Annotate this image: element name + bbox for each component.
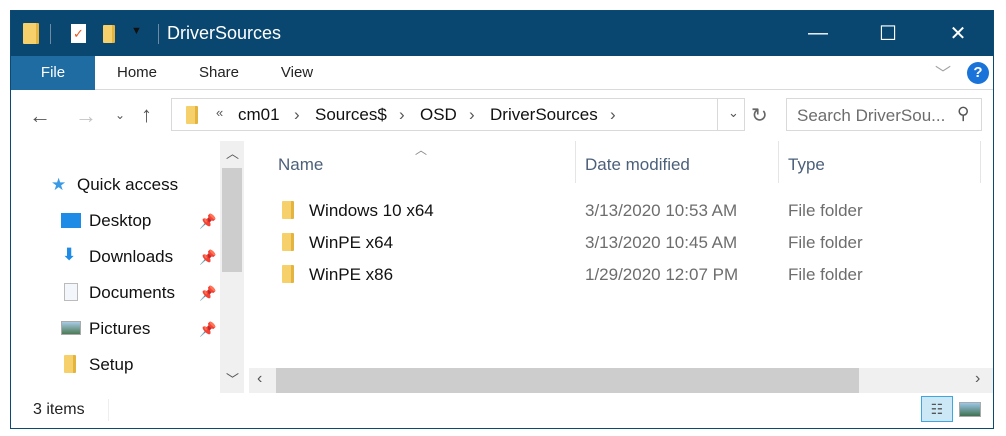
file-name[interactable]: WinPE x86 <box>309 265 394 284</box>
file-name[interactable]: WinPE x64 <box>309 233 394 252</box>
refresh-icon[interactable]: ↻ <box>751 105 768 127</box>
search-box[interactable]: Search DriverSou... ⚲ <box>786 98 982 131</box>
folder-icon <box>186 106 198 124</box>
divider <box>108 399 109 421</box>
address-bar[interactable]: « cm01 › Sources$ › OSD › DriverSources … <box>171 98 745 131</box>
file-name[interactable]: Windows 10 x64 <box>309 201 434 220</box>
properties-icon[interactable]: ✓ <box>71 24 86 43</box>
address-dropdown-icon[interactable]: ⌄ <box>728 105 739 120</box>
window-title: DriverSources <box>167 23 282 43</box>
back-button[interactable]: ← <box>29 103 51 128</box>
crumb[interactable]: OSD <box>420 105 457 124</box>
scroll-left-icon[interactable]: ‹ <box>257 370 263 387</box>
sort-ascending-icon: ︿ <box>415 143 428 157</box>
recent-locations-icon[interactable]: ⌄ <box>115 108 126 122</box>
star-icon: ★ <box>51 175 67 194</box>
nav-setup[interactable]: Setup <box>89 355 134 374</box>
navigation-pane: ★ Quick access Desktop 📌 ⬇ Downloads 📌 D… <box>11 141 246 393</box>
pictures-icon <box>61 321 81 335</box>
maximize-button[interactable]: ☐ <box>879 23 897 45</box>
divider <box>158 24 159 44</box>
nav-desktop[interactable]: Desktop <box>89 211 152 230</box>
file-type: File folder <box>788 233 863 252</box>
desktop-icon <box>61 213 81 228</box>
new-folder-icon[interactable] <box>103 25 115 43</box>
search-input[interactable]: Search DriverSou... <box>797 106 946 125</box>
pin-icon[interactable]: 📌 <box>199 321 217 337</box>
scroll-thumb[interactable] <box>222 168 242 272</box>
file-list: ︿ Name Date modified Type Windows 10 x64… <box>249 141 993 393</box>
tab-view[interactable]: View <box>280 64 314 81</box>
search-icon[interactable]: ⚲ <box>957 104 970 123</box>
folder-icon <box>282 265 294 283</box>
help-icon[interactable]: ? <box>967 62 989 84</box>
ribbon: File Home Share View ﹀ ? <box>11 56 993 90</box>
overflow-icon[interactable]: « <box>216 105 224 120</box>
folder-icon <box>282 201 294 219</box>
documents-icon <box>64 283 78 301</box>
folder-icon <box>23 23 39 44</box>
crumb[interactable]: DriverSources <box>490 105 598 124</box>
pin-icon[interactable]: 📌 <box>199 213 217 229</box>
tab-home[interactable]: Home <box>116 64 157 81</box>
column-header-type[interactable]: Type <box>788 155 825 174</box>
divider <box>50 24 51 44</box>
scroll-down-icon[interactable]: ﹀ <box>226 372 240 387</box>
tab-file[interactable]: File <box>11 56 95 90</box>
file-type: File folder <box>788 201 863 220</box>
pin-icon[interactable]: 📌 <box>199 285 217 301</box>
large-icons-view-button[interactable] <box>959 402 981 417</box>
downloads-icon: ⬇ <box>62 245 77 264</box>
close-button[interactable]: ✕ <box>949 23 967 45</box>
nav-scrollbar[interactable]: ︿ ﹀ <box>220 141 244 393</box>
minimize-button[interactable]: — <box>808 22 828 44</box>
folder-icon <box>282 233 294 251</box>
title-bar: ✓ ▼ DriverSources — ☐ ✕ <box>11 11 993 56</box>
pin-icon[interactable]: 📌 <box>199 249 217 265</box>
horizontal-scrollbar[interactable]: ‹ › <box>249 368 993 393</box>
scroll-right-icon[interactable]: › <box>975 370 981 387</box>
nav-quick-access[interactable]: Quick access <box>77 175 179 194</box>
column-header-name[interactable]: Name <box>278 155 324 174</box>
scroll-up-icon[interactable]: ︿ <box>226 146 240 161</box>
expand-ribbon-icon[interactable]: ﹀ <box>935 66 952 83</box>
chevron-right-icon[interactable]: › <box>294 105 300 124</box>
file-date: 3/13/2020 10:45 AM <box>585 233 738 252</box>
explorer-window: ✓ ▼ DriverSources — ☐ ✕ File Home Share … <box>10 10 994 429</box>
tab-share[interactable]: Share <box>198 64 240 81</box>
divider <box>717 99 718 130</box>
nav-documents[interactable]: Documents <box>89 283 175 302</box>
crumb[interactable]: cm01 <box>238 105 280 124</box>
customize-toolbar-icon[interactable]: ▼ <box>131 25 142 37</box>
details-view-button[interactable]: ☷ <box>921 396 953 422</box>
chevron-right-icon[interactable]: › <box>610 105 616 124</box>
forward-button[interactable]: → <box>75 103 97 128</box>
crumb[interactable]: Sources$ <box>315 105 387 124</box>
chevron-right-icon[interactable]: › <box>399 105 405 124</box>
nav-pictures[interactable]: Pictures <box>89 319 151 338</box>
scroll-thumb[interactable] <box>276 368 859 393</box>
folder-icon <box>64 355 76 373</box>
file-type: File folder <box>788 265 863 284</box>
nav-downloads[interactable]: Downloads <box>89 247 174 266</box>
status-item-count: 3 items <box>33 401 85 418</box>
chevron-right-icon[interactable]: › <box>469 105 475 124</box>
up-button[interactable]: ↑ <box>141 102 152 127</box>
column-header-date[interactable]: Date modified <box>585 155 690 174</box>
file-date: 1/29/2020 12:07 PM <box>585 265 739 284</box>
file-date: 3/13/2020 10:53 AM <box>585 201 738 220</box>
